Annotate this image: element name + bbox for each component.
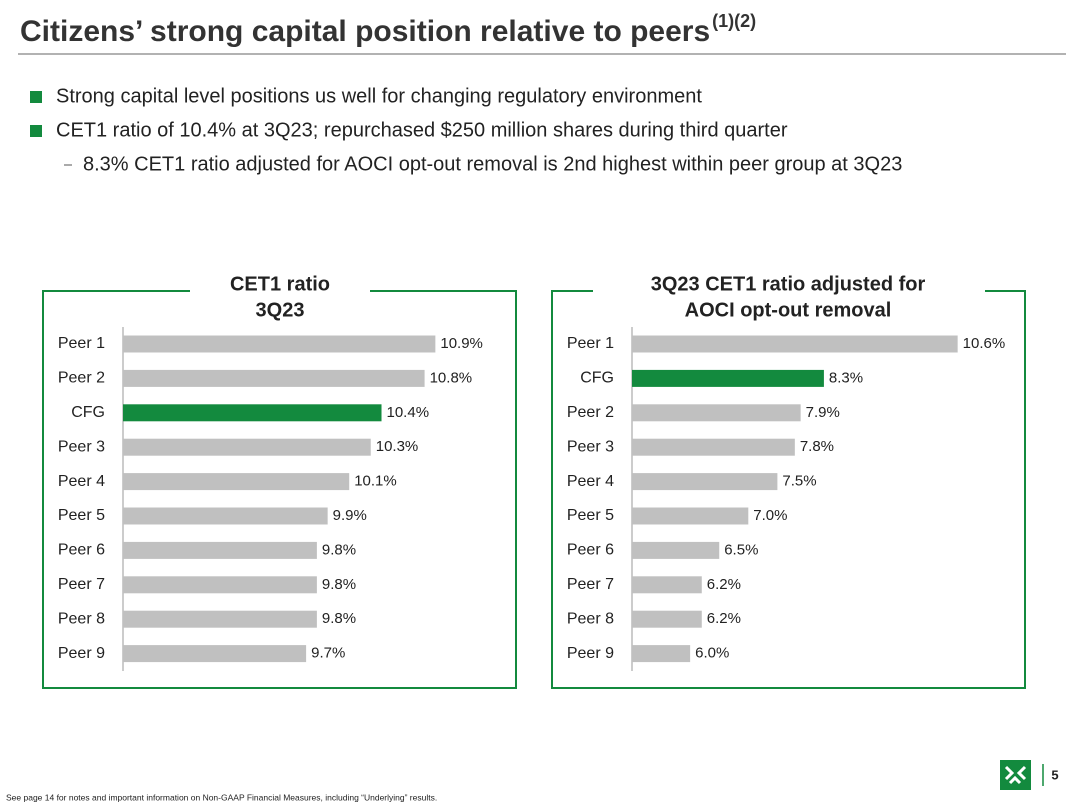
category-label: Peer 3 — [567, 438, 614, 455]
category-label: Peer 4 — [58, 473, 105, 490]
value-label: 7.0% — [753, 507, 787, 524]
category-label: Peer 4 — [567, 473, 614, 490]
bar — [632, 369, 824, 387]
frame-gap — [190, 280, 370, 300]
category-label: Peer 2 — [567, 404, 614, 421]
value-label: 6.2% — [707, 576, 741, 593]
bullet-text: 8.3% CET1 ratio adjusted for AOCI opt-ou… — [83, 153, 902, 175]
bar — [123, 335, 436, 353]
value-label: 8.3% — [829, 369, 863, 386]
category-label: Peer 8 — [58, 610, 105, 627]
logo — [1000, 760, 1031, 790]
bar — [123, 576, 317, 594]
value-label: 9.8% — [322, 610, 356, 627]
category-label: Peer 8 — [567, 610, 614, 627]
title-superscript: (1)(2) — [712, 11, 756, 31]
chart-title: CET1 ratio — [230, 273, 330, 295]
bullet-marker — [30, 91, 42, 103]
bar — [632, 404, 801, 422]
value-label: 6.0% — [695, 645, 729, 662]
footnote: See page 14 for notes and important info… — [6, 792, 437, 802]
frame-gap — [593, 280, 985, 300]
category-label: Peer 9 — [567, 645, 614, 662]
bar — [632, 610, 702, 628]
value-label: 10.8% — [430, 369, 473, 386]
slide-title: Citizens’ strong capital position relati… — [20, 15, 710, 48]
bar — [632, 541, 720, 559]
bar — [123, 541, 317, 559]
value-label: 10.6% — [963, 335, 1006, 352]
bar — [632, 473, 778, 491]
chart-title: AOCI opt-out removal — [685, 299, 892, 321]
category-label: Peer 7 — [58, 576, 105, 593]
value-label: 7.9% — [806, 404, 840, 421]
bullet-text: Strong capital level positions us well f… — [56, 85, 702, 107]
value-label: 10.9% — [440, 335, 483, 352]
category-label: CFG — [580, 370, 614, 387]
value-label: 6.5% — [724, 541, 758, 558]
value-label: 10.1% — [354, 473, 397, 490]
category-label: Peer 5 — [567, 507, 614, 524]
bar — [123, 369, 425, 387]
value-label: 10.3% — [376, 438, 419, 455]
category-label: Peer 3 — [58, 438, 105, 455]
value-label: 9.8% — [322, 541, 356, 558]
value-label: 9.8% — [322, 576, 356, 593]
bullet-text: CET1 ratio of 10.4% at 3Q23; repurchased… — [56, 119, 788, 141]
bar — [123, 473, 350, 491]
value-label: 9.9% — [333, 507, 367, 524]
bar — [632, 645, 691, 663]
chart-title: 3Q23 — [256, 299, 305, 321]
category-label: Peer 9 — [58, 645, 105, 662]
bar — [123, 404, 382, 422]
bullet-marker — [30, 125, 42, 137]
bar — [632, 438, 795, 456]
category-label: Peer 7 — [567, 576, 614, 593]
category-label: Peer 6 — [58, 542, 105, 559]
chart-title: 3Q23 CET1 ratio adjusted for — [651, 273, 926, 295]
bar — [123, 610, 317, 628]
bar — [123, 645, 307, 663]
value-label: 6.2% — [707, 610, 741, 627]
category-label: Peer 1 — [567, 335, 614, 352]
value-label: 7.8% — [800, 438, 834, 455]
bar — [123, 438, 371, 456]
value-label: 7.5% — [782, 473, 816, 490]
category-label: CFG — [71, 404, 105, 421]
category-label: Peer 6 — [567, 542, 614, 559]
category-label: Peer 1 — [58, 335, 105, 352]
bar — [123, 507, 328, 525]
page-number: 5 — [1051, 767, 1058, 782]
value-label: 9.7% — [311, 645, 345, 662]
value-label: 10.4% — [387, 404, 430, 421]
bar — [632, 576, 702, 594]
category-label: Peer 5 — [58, 507, 105, 524]
logo-mark — [1004, 765, 1027, 785]
bar — [632, 507, 749, 525]
category-label: Peer 2 — [58, 370, 105, 387]
bar — [632, 335, 958, 353]
